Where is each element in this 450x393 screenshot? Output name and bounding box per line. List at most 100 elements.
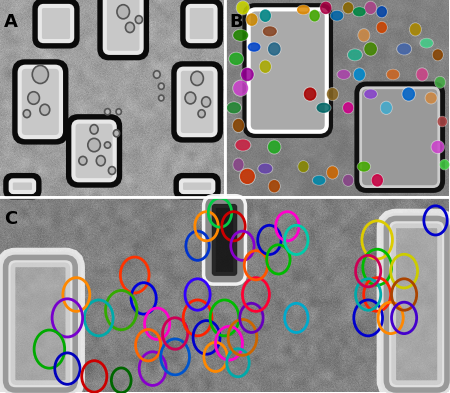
Ellipse shape: [387, 70, 399, 79]
Ellipse shape: [96, 156, 105, 166]
Ellipse shape: [441, 160, 449, 169]
FancyBboxPatch shape: [360, 88, 439, 187]
FancyBboxPatch shape: [101, 0, 146, 57]
Ellipse shape: [116, 109, 122, 115]
Ellipse shape: [236, 140, 250, 150]
Ellipse shape: [349, 50, 361, 60]
FancyBboxPatch shape: [177, 176, 217, 196]
Ellipse shape: [403, 88, 414, 100]
Ellipse shape: [153, 71, 160, 78]
Ellipse shape: [377, 7, 386, 17]
Ellipse shape: [344, 103, 353, 113]
Ellipse shape: [228, 103, 240, 113]
Ellipse shape: [298, 6, 309, 14]
Ellipse shape: [261, 61, 270, 72]
FancyBboxPatch shape: [11, 180, 34, 192]
Ellipse shape: [373, 175, 382, 186]
Ellipse shape: [381, 102, 391, 113]
Ellipse shape: [234, 81, 248, 95]
Ellipse shape: [261, 10, 270, 21]
Ellipse shape: [344, 3, 353, 13]
Ellipse shape: [436, 77, 445, 87]
Ellipse shape: [398, 44, 410, 54]
Text: A: A: [4, 13, 18, 31]
Ellipse shape: [104, 142, 111, 148]
Ellipse shape: [28, 92, 40, 104]
FancyBboxPatch shape: [20, 67, 61, 137]
Ellipse shape: [247, 14, 257, 25]
Ellipse shape: [338, 71, 349, 78]
Ellipse shape: [317, 103, 330, 112]
Ellipse shape: [438, 117, 446, 126]
FancyBboxPatch shape: [40, 6, 72, 41]
Ellipse shape: [234, 159, 243, 170]
Ellipse shape: [88, 138, 100, 152]
FancyBboxPatch shape: [212, 204, 237, 276]
Ellipse shape: [432, 141, 443, 152]
Ellipse shape: [358, 162, 369, 171]
Ellipse shape: [191, 72, 203, 85]
Text: C: C: [4, 210, 17, 228]
Ellipse shape: [202, 97, 211, 107]
FancyBboxPatch shape: [11, 263, 70, 385]
Ellipse shape: [135, 16, 143, 24]
Ellipse shape: [158, 95, 164, 101]
Ellipse shape: [310, 11, 319, 21]
FancyBboxPatch shape: [175, 65, 220, 139]
Ellipse shape: [248, 43, 260, 51]
Ellipse shape: [354, 8, 365, 16]
Ellipse shape: [426, 93, 436, 103]
FancyBboxPatch shape: [16, 63, 65, 141]
FancyBboxPatch shape: [69, 118, 119, 184]
Ellipse shape: [328, 167, 338, 178]
FancyBboxPatch shape: [181, 180, 213, 192]
FancyBboxPatch shape: [249, 9, 327, 132]
Ellipse shape: [433, 50, 442, 60]
Ellipse shape: [421, 39, 432, 47]
Ellipse shape: [331, 11, 342, 20]
Ellipse shape: [32, 66, 49, 83]
Ellipse shape: [23, 110, 31, 118]
FancyBboxPatch shape: [245, 6, 330, 135]
Ellipse shape: [79, 156, 87, 165]
Ellipse shape: [328, 88, 338, 99]
Ellipse shape: [185, 92, 196, 104]
Ellipse shape: [158, 83, 164, 89]
Text: B: B: [229, 13, 243, 31]
Ellipse shape: [237, 2, 248, 14]
Ellipse shape: [314, 176, 325, 184]
Ellipse shape: [417, 69, 427, 80]
Ellipse shape: [40, 104, 50, 115]
Ellipse shape: [365, 43, 376, 55]
Ellipse shape: [242, 69, 253, 80]
Ellipse shape: [410, 24, 420, 35]
Ellipse shape: [305, 88, 316, 100]
Ellipse shape: [241, 169, 254, 183]
FancyBboxPatch shape: [73, 121, 115, 180]
FancyBboxPatch shape: [179, 69, 216, 135]
FancyBboxPatch shape: [392, 224, 442, 385]
Ellipse shape: [126, 22, 135, 33]
Ellipse shape: [359, 30, 369, 41]
FancyBboxPatch shape: [36, 2, 76, 45]
Ellipse shape: [269, 43, 280, 55]
Ellipse shape: [108, 167, 116, 174]
Ellipse shape: [269, 141, 280, 153]
Ellipse shape: [366, 2, 376, 13]
FancyBboxPatch shape: [188, 6, 216, 41]
Ellipse shape: [365, 90, 376, 98]
Ellipse shape: [259, 164, 272, 173]
Ellipse shape: [117, 5, 130, 19]
Ellipse shape: [234, 119, 243, 131]
Ellipse shape: [104, 108, 110, 115]
Ellipse shape: [113, 130, 120, 137]
Ellipse shape: [264, 27, 276, 36]
Ellipse shape: [344, 175, 353, 185]
Ellipse shape: [355, 69, 365, 80]
FancyBboxPatch shape: [7, 176, 38, 196]
Ellipse shape: [377, 22, 386, 32]
Ellipse shape: [321, 2, 331, 13]
Ellipse shape: [198, 110, 205, 118]
FancyBboxPatch shape: [105, 0, 142, 53]
Ellipse shape: [299, 162, 308, 171]
